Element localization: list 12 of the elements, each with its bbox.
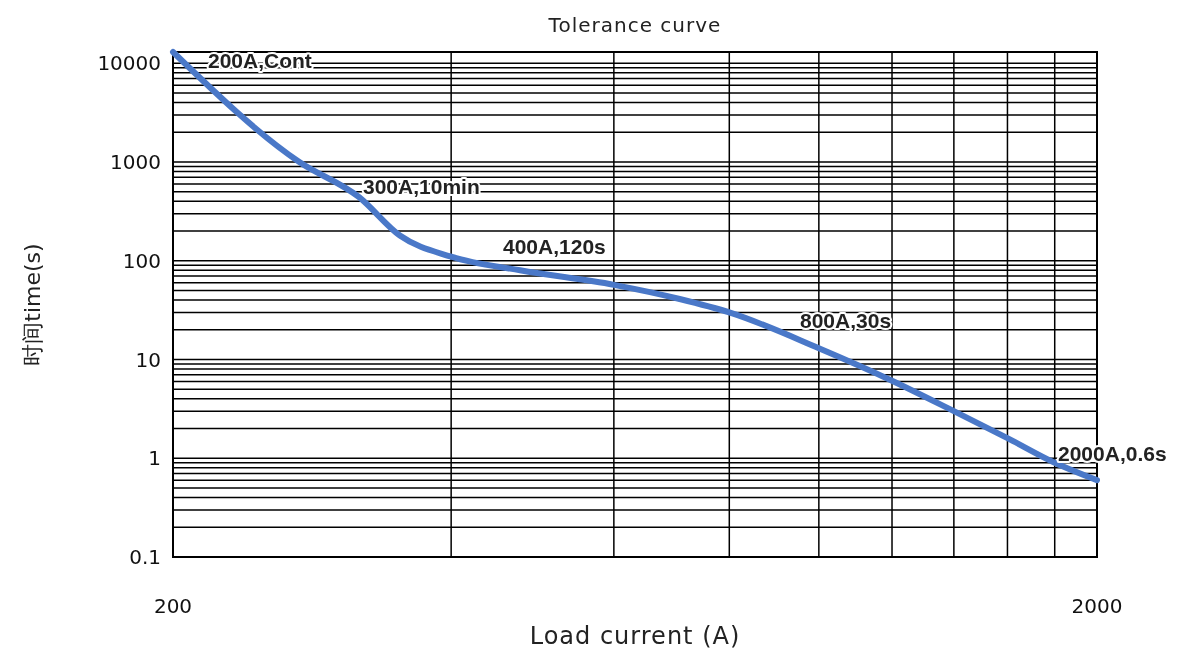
- y-axis-title: 时间time(s): [20, 243, 45, 366]
- y-tick-label: 10000: [97, 51, 161, 76]
- x-axis-title: Load current (A): [529, 622, 741, 650]
- y-tick-label: 0.1: [129, 545, 161, 569]
- chart-title: Tolerance curve: [547, 13, 722, 37]
- y-tick-label: 1000: [110, 150, 161, 174]
- x-tick-label: 2000: [1071, 594, 1123, 618]
- x-tick-label: 200: [153, 594, 193, 618]
- y-tick-label: 100: [122, 248, 161, 273]
- annotation: 400A,120s: [503, 235, 606, 258]
- y-tick-label: 10: [135, 347, 161, 372]
- y-tick-label: 1: [148, 446, 161, 471]
